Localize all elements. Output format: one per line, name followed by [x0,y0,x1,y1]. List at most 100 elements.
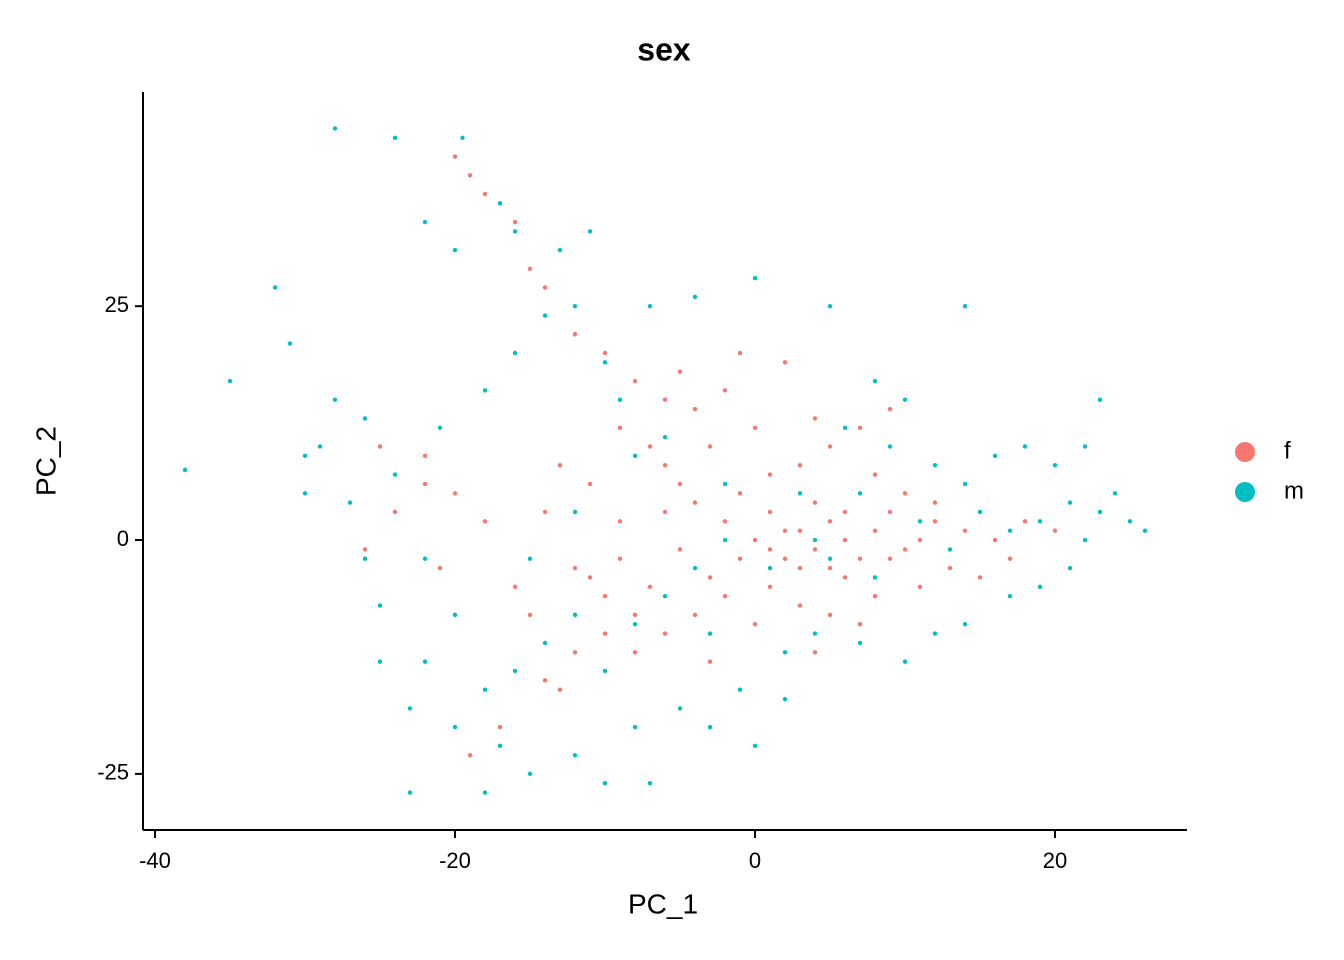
point [1052,528,1058,533]
point [812,500,818,505]
x-axis-label: PC_1 [628,888,698,919]
point [782,650,788,655]
point [662,509,668,515]
legend-label: m [1284,477,1304,504]
point [392,135,398,141]
point [677,369,683,374]
y-tick-label: 0 [117,526,129,551]
point [827,612,833,618]
point [1037,519,1043,524]
point [1082,537,1088,543]
point [707,575,713,580]
point [722,537,728,543]
point [572,612,578,618]
point [602,631,608,636]
point [572,565,578,571]
legend-label: f [1284,437,1291,464]
point [617,397,623,402]
point [542,509,548,515]
point [647,444,653,449]
point [1007,528,1013,533]
point [602,668,608,674]
point [422,556,428,561]
point [767,565,773,571]
point [782,696,788,702]
point [677,547,683,552]
point [497,724,503,730]
point [827,444,833,449]
point [557,247,563,253]
point [902,659,908,664]
point [617,556,623,561]
point [497,201,503,206]
point [872,575,878,580]
point [632,622,638,627]
point [887,406,893,412]
point [467,173,473,178]
legend-key [1235,482,1255,502]
point [362,547,368,552]
point [452,612,458,618]
point [287,341,293,346]
point [722,388,728,393]
point [527,266,533,271]
point [452,491,458,496]
point [902,491,908,496]
point [737,687,743,692]
point [182,467,188,473]
point [482,687,488,692]
point [887,509,893,515]
point [1127,519,1133,524]
point [617,519,623,524]
point [737,556,743,561]
point [962,303,968,309]
point [737,491,743,496]
point [932,631,938,636]
point [842,537,848,543]
point [392,509,398,515]
x-tick-label: -40 [139,848,171,873]
point [767,547,773,552]
point [932,519,938,524]
point [512,229,518,234]
point [557,463,563,468]
point [302,453,308,459]
point [460,135,465,141]
point [707,659,713,664]
point [872,528,878,533]
point [812,537,818,543]
point [947,565,953,571]
point [377,444,383,449]
point [857,622,863,627]
point [647,303,653,309]
point [842,425,848,430]
point [827,556,833,561]
point [737,350,743,356]
point [362,416,368,421]
point [722,481,728,487]
point [1097,509,1103,515]
point [527,612,533,618]
point [692,406,698,412]
point [857,425,863,430]
point [617,425,623,430]
point [1112,491,1118,496]
point [917,537,923,543]
point [1007,556,1013,561]
point [602,781,608,786]
point [1142,528,1148,533]
point [662,434,668,440]
point [632,612,638,618]
point [1082,444,1088,449]
point [887,444,893,449]
point [347,500,353,505]
point [782,360,788,365]
point [1022,519,1028,524]
point [797,565,803,571]
point [572,332,578,337]
point [587,229,593,234]
point [377,603,383,608]
point [332,397,338,402]
point [542,313,548,318]
